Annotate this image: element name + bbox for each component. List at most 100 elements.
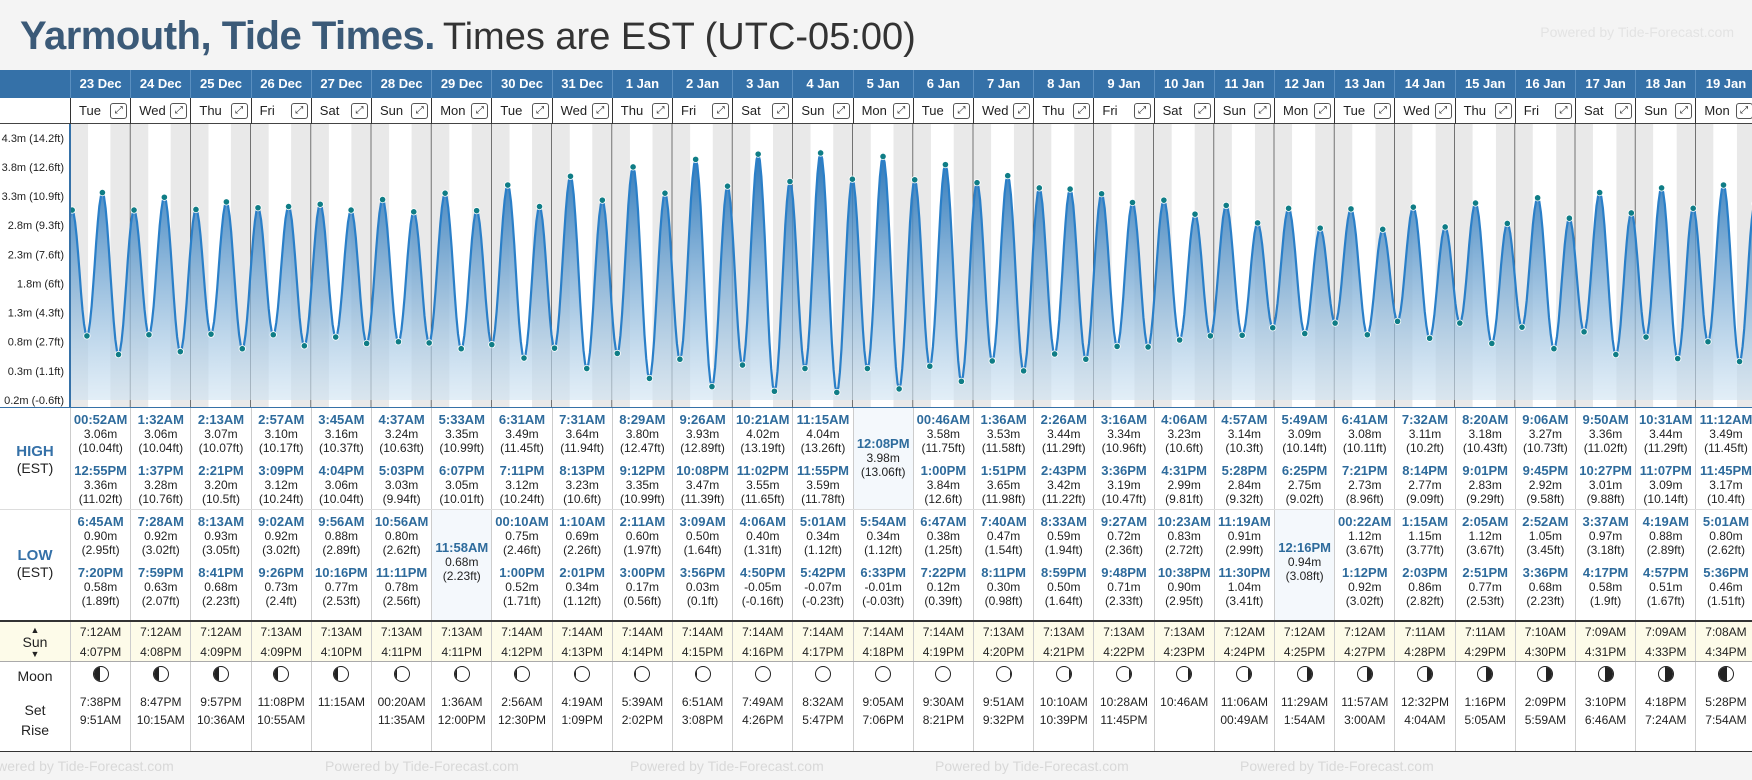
tide-height-m: 3.80m: [625, 427, 660, 441]
tide-extreme-point: [817, 149, 825, 157]
tide-extreme-point: [488, 341, 496, 349]
high-tide-entry: 11:55PM 3.59m (11.78ft): [793, 463, 852, 506]
expand-icon[interactable]: ⤢: [1434, 103, 1452, 119]
low-tide-row: LOW (EST) 6:45AM 0.90m (2.95ft) 7:20PM 0.58m…: [0, 510, 1752, 620]
expand-icon[interactable]: ⤢: [1554, 103, 1572, 119]
weekday-label: Sat: [1162, 103, 1183, 118]
sun-cell: 7:13AM 4:23PM: [1153, 622, 1214, 661]
expand-icon[interactable]: ⤢: [1494, 103, 1512, 119]
tide-height-ft: (3.67ft): [1345, 543, 1384, 557]
moon-cell: 11:29AM 1:54AM: [1274, 662, 1334, 751]
sunset-time: 4:29PM: [1464, 645, 1506, 659]
weekday-label: Sat: [319, 103, 340, 118]
tide-height-ft: (1.71ft): [502, 594, 541, 608]
tide-extreme-point: [786, 177, 794, 186]
tide-height-m: 0.51m: [1649, 580, 1683, 594]
tide-height-ft: (11.02ft): [78, 492, 123, 506]
expand-icon[interactable]: ⤢: [350, 103, 368, 119]
sunrise-time: 7:14AM: [681, 625, 724, 639]
tide-height-ft: (2.95ft): [1165, 594, 1204, 608]
low-tide-entry: 8:13AM 0.93m (3.05ft): [191, 514, 250, 557]
expand-icon[interactable]: ⤢: [591, 103, 609, 119]
tide-extreme-point: [316, 200, 324, 208]
low-tide-entry: 7:40AM 0.47m (1.54ft): [974, 514, 1033, 557]
weekday-cell: Wed ⤢: [1394, 98, 1454, 124]
expand-icon[interactable]: ⤢: [1133, 103, 1151, 119]
low-tide-entry: 5:01AM 0.80m (2.62ft): [1696, 514, 1752, 557]
tide-time: 7:22PM: [920, 565, 967, 580]
expand-icon[interactable]: ⤢: [170, 103, 188, 119]
tide-time: 4:04PM: [318, 463, 365, 478]
expand-icon[interactable]: ⤢: [772, 103, 790, 119]
tide-height-m: 0.92m: [264, 529, 298, 543]
moon-cell: 5:39AM 2:02PM: [611, 662, 672, 751]
high-tide-entry: 7:11PM 3.12m (10.24ft): [492, 463, 551, 506]
expand-icon[interactable]: ⤢: [712, 103, 730, 119]
expand-icon[interactable]: ⤢: [531, 103, 549, 119]
weekday-bar: Tue ⤢ Wed ⤢ Thu ⤢ Fri ⤢ Sat ⤢ Sun ⤢ Mon ⤢ Tue ⤢ Wed ⤢ Thu ⤢…: [0, 98, 1752, 124]
expand-icon[interactable]: ⤢: [952, 103, 970, 119]
tide-height-m: 3.09m: [1287, 427, 1322, 441]
moonset-time: 8:32AM: [802, 695, 844, 709]
weekday-label: Sat: [1584, 103, 1604, 118]
footer-powered-text: Powered by Tide-Forecast.com: [325, 758, 519, 774]
high-tide-entry: 11:02PM 3.55m (11.65ft): [733, 463, 792, 506]
tide-time: 11:11PM: [375, 565, 428, 580]
expand-icon[interactable]: ⤢: [411, 103, 429, 119]
weekday-label: Sat: [741, 103, 761, 118]
expand-icon[interactable]: ⤢: [1615, 103, 1633, 119]
tide-time: 7:28AM: [137, 514, 184, 529]
sunrise-time: 7:13AM: [320, 625, 363, 639]
expand-icon[interactable]: ⤢: [471, 103, 489, 119]
tide-time: 4:57AM: [1221, 412, 1268, 427]
tide-height-m: 3.55m: [746, 478, 780, 492]
tide-height-ft: (2.62ft): [382, 543, 421, 557]
tide-height-m: 3.09m: [1649, 478, 1683, 492]
expand-icon[interactable]: ⤢: [1193, 103, 1211, 119]
moon-phase-icon: [1477, 666, 1494, 682]
expand-icon[interactable]: ⤢: [832, 103, 850, 119]
tide-height-m: -0.05m: [744, 580, 782, 594]
high-tide-cell: 00:52AM 3.06m (10.04ft) 12:55PM 3.36m (11.02f…: [70, 408, 130, 509]
tide-height-m: 2.99m: [1167, 478, 1201, 492]
high-tide-entry: 2:43PM 3.42m (11.22ft): [1034, 463, 1093, 506]
tide-height-m: 0.77m: [324, 580, 359, 594]
low-tide-entry: 9:48PM 0.71m (2.33ft): [1094, 565, 1153, 608]
tide-height-ft: (10.99ft): [620, 492, 665, 506]
low-tide-entry: 3:36PM 0.68m (2.23ft): [1516, 565, 1575, 608]
high-tide-entry: 6:31AM 3.49m (11.45ft): [492, 412, 551, 455]
expand-icon[interactable]: ⤢: [1253, 103, 1271, 119]
tide-height-m: 0.50m: [685, 529, 720, 543]
high-tide-entry: 5:28PM 2.84m (9.32ft): [1215, 463, 1274, 506]
tide-height-ft: (1.89ft): [81, 594, 120, 608]
low-tide-entry: 1:15AM 1.15m (3.77ft): [1395, 514, 1454, 557]
expand-icon[interactable]: ⤢: [1314, 103, 1332, 119]
tide-time: 3:16AM: [1100, 412, 1148, 427]
high-tide-entry: 11:07PM 3.09m (10.14ft): [1636, 463, 1695, 506]
expand-icon[interactable]: ⤢: [1735, 103, 1752, 119]
moon-shadow: [454, 667, 458, 681]
sun-cell: 7:09AM 4:31PM: [1575, 622, 1635, 661]
moon-phase-icon: [1537, 666, 1554, 682]
tide-extreme-point: [661, 189, 669, 197]
sunrise-time: 7:13AM: [982, 625, 1025, 639]
moonset-time: 4:19AM: [561, 695, 603, 709]
expand-icon[interactable]: ⤢: [892, 103, 910, 119]
expand-icon[interactable]: ⤢: [1374, 103, 1392, 119]
expand-icon[interactable]: ⤢: [230, 103, 248, 119]
y-tick-label: 2.3m (7.6ft): [8, 249, 64, 261]
tide-height-ft: (1.67ft): [1646, 594, 1685, 608]
expand-icon[interactable]: ⤢: [290, 103, 308, 119]
expand-icon[interactable]: ⤢: [1675, 103, 1693, 119]
sunrise-time: 7:13AM: [441, 625, 483, 639]
tide-time: 2:03PM: [1402, 565, 1448, 580]
expand-icon[interactable]: ⤢: [1013, 103, 1031, 119]
expand-icon[interactable]: ⤢: [651, 103, 669, 119]
expand-icon[interactable]: ⤢: [1073, 103, 1091, 119]
low-tide-entry: 9:27AM 0.72m (2.36ft): [1094, 514, 1153, 557]
expand-icon[interactable]: ⤢: [110, 103, 128, 119]
weekday-cell: Tue ⤢: [70, 98, 130, 124]
tide-time: 9:56AM: [318, 514, 365, 529]
high-tide-entry: 6:41AM 3.08m (10.11ft): [1335, 412, 1394, 455]
tide-height-ft: (12.47ft): [620, 441, 665, 455]
